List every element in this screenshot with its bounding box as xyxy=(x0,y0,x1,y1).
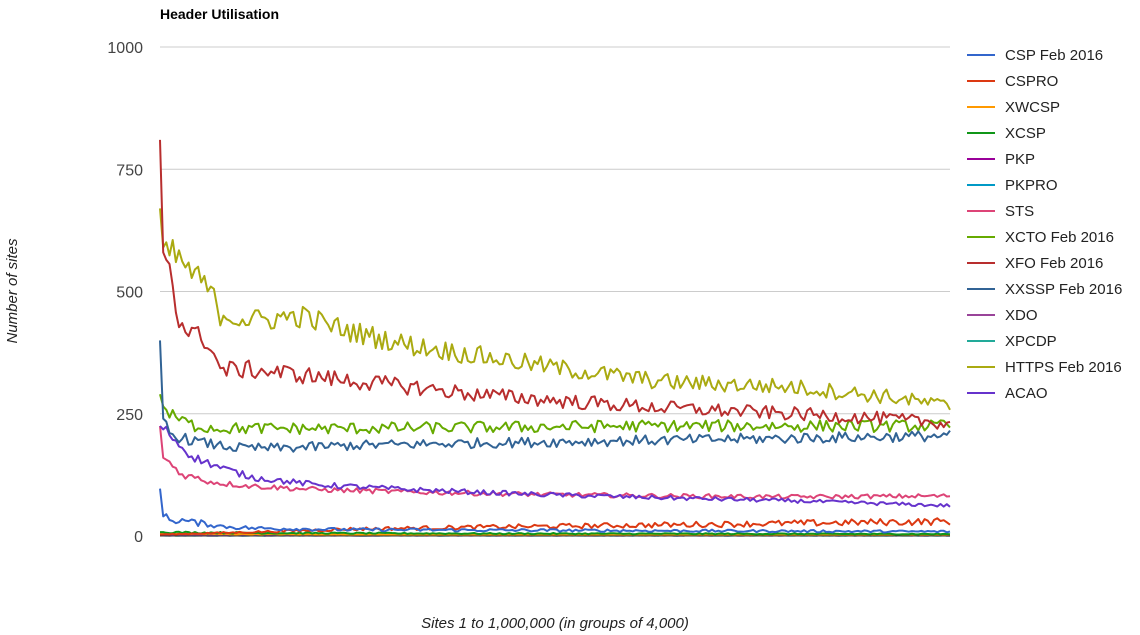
legend-label: CSP Feb 2016 xyxy=(1005,47,1103,64)
legend-label: HTTPS Feb 2016 xyxy=(1005,359,1122,376)
y-tick-label: 1000 xyxy=(107,40,143,57)
series-line-4 xyxy=(160,530,951,536)
y-tick-label: 250 xyxy=(116,407,143,424)
series-line-10 xyxy=(159,340,951,453)
legend-label: STS xyxy=(1005,203,1034,220)
legend-label: XXSSP Feb 2016 xyxy=(1005,281,1122,298)
legend-label: CSPRO xyxy=(1005,73,1058,90)
y-tick-label: 500 xyxy=(116,285,143,302)
series-line-8 xyxy=(159,393,951,435)
legend-label: XFO Feb 2016 xyxy=(1005,255,1103,272)
legend-label: ACAO xyxy=(1005,385,1048,402)
legend-label: XPCDP xyxy=(1005,333,1057,350)
legend: CSP Feb 2016 CSPRO XWCSP XCSP PKP PKPRO STS XCT… xyxy=(967,47,1122,402)
grid-lines xyxy=(160,46,950,415)
y-axis-ticks: 0 250 500 750 1000 xyxy=(107,40,143,546)
x-axis-title: Sites 1 to 1,000,000 (in groups of 4,000… xyxy=(421,615,689,632)
legend-label: XWCSP xyxy=(1005,99,1060,116)
legend-label: PKP xyxy=(1005,151,1035,168)
series-line-9 xyxy=(159,139,951,430)
legend-label: XCSP xyxy=(1005,125,1046,142)
series-line-1 xyxy=(159,488,951,534)
legend-label: PKPRO xyxy=(1005,177,1058,194)
y-tick-label: 0 xyxy=(134,529,143,546)
series-line-3 xyxy=(160,532,951,537)
legend-label: XCTO Feb 2016 xyxy=(1005,229,1114,246)
y-tick-label: 750 xyxy=(116,162,143,179)
chart-title: Header Utilisation xyxy=(160,6,279,22)
series-line-13 xyxy=(159,208,951,411)
series-line-14 xyxy=(159,425,951,508)
y-axis-title: Number of sites xyxy=(4,238,21,344)
legend-label: XDO xyxy=(1005,307,1038,324)
plot-area xyxy=(159,139,951,537)
